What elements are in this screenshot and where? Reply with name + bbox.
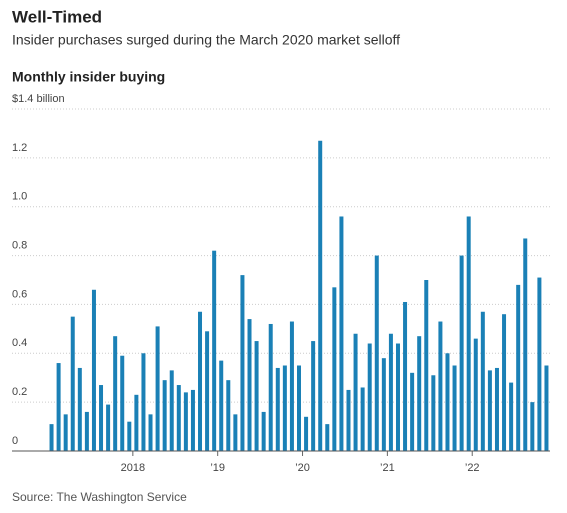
bar: [360, 387, 365, 451]
bar: [367, 343, 372, 451]
bar: [304, 416, 309, 451]
bar: [459, 255, 464, 451]
bar: [134, 394, 139, 451]
bar: [261, 411, 266, 451]
y-tick-label: 0.4: [12, 337, 27, 349]
bar: [240, 275, 245, 451]
bar: [537, 277, 542, 451]
bar: [523, 238, 528, 451]
bar: [374, 255, 379, 451]
bar: [282, 365, 287, 451]
bar: [99, 385, 104, 451]
bar: [311, 341, 316, 451]
bar: [487, 370, 492, 451]
bar: [70, 316, 75, 451]
bar: [183, 392, 188, 451]
x-tick-label: ’21: [380, 462, 395, 474]
bar: [219, 360, 224, 451]
source: Source: The Washington Service: [12, 490, 187, 504]
y-tick-label: 0.8: [12, 239, 27, 251]
y-tick-label: 1.2: [12, 142, 27, 154]
x-tick-label: ’19: [210, 462, 225, 474]
bar: [395, 343, 400, 451]
bar: [339, 216, 344, 451]
bar: [346, 389, 351, 451]
bar: [509, 382, 514, 451]
bar: [325, 424, 330, 451]
bar: [297, 365, 301, 451]
bar: [431, 375, 436, 451]
bar: [148, 414, 153, 451]
y-tick-label: 1.0: [12, 191, 27, 203]
bar: [268, 323, 273, 451]
bar: [381, 358, 386, 451]
bar: [190, 389, 195, 451]
x-tick-label: 2018: [121, 462, 145, 474]
bar: [49, 424, 54, 451]
bar: [176, 385, 181, 451]
bar: [91, 289, 96, 451]
bar: [473, 338, 478, 451]
bar: [544, 365, 549, 451]
bar: [403, 301, 408, 451]
bar: [226, 380, 231, 451]
bar: [410, 372, 415, 451]
bar: [318, 140, 323, 451]
bar: [466, 216, 471, 451]
bar: [155, 326, 160, 451]
bar: [289, 321, 294, 451]
bar: [530, 402, 535, 451]
axis-title: Monthly insider buying: [12, 69, 165, 85]
bar: [388, 333, 393, 451]
bar: [480, 311, 485, 451]
bar: [106, 404, 111, 451]
y-tick-label: $1.4 billion: [12, 93, 65, 105]
chart-title: Well-Timed: [12, 7, 102, 26]
bar: [169, 370, 174, 451]
bar: [247, 319, 252, 451]
bar: [424, 280, 429, 451]
bar: [275, 367, 280, 451]
bar: [452, 365, 457, 451]
bar: [205, 331, 210, 451]
bar: [141, 353, 146, 451]
bar: [417, 336, 422, 451]
bar: [120, 355, 125, 451]
bar: [113, 336, 118, 451]
x-tick-label: ’20: [295, 462, 310, 474]
y-tick-label: 0.2: [12, 386, 27, 398]
bar: [198, 311, 203, 451]
bar: [162, 380, 167, 451]
bar: [212, 250, 217, 451]
bar: [494, 367, 499, 451]
chart-subtitle: Insider purchases surged during the Marc…: [12, 32, 400, 48]
bar: [502, 314, 507, 451]
bar: [445, 353, 450, 451]
bar: [233, 414, 238, 451]
bar: [84, 411, 89, 451]
x-tick-label: ’22: [465, 462, 480, 474]
bar: [77, 367, 82, 451]
y-tick-label: 0.6: [12, 288, 27, 300]
bar: [438, 321, 443, 451]
bar: [332, 287, 337, 451]
bar: [254, 341, 259, 451]
bar: [127, 421, 132, 451]
y-tick-label: 0: [12, 435, 18, 447]
bar: [516, 284, 521, 451]
bar: [63, 414, 68, 451]
bar: [353, 333, 358, 451]
bar: [56, 363, 61, 451]
